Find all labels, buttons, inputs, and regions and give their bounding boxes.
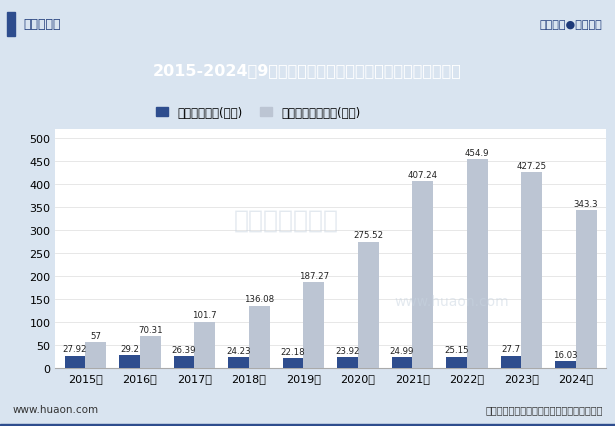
Text: 华经情报网: 华经情报网 — [23, 18, 61, 32]
Text: 427.25: 427.25 — [517, 161, 547, 170]
Bar — [467, 160, 488, 368]
Text: 101.7: 101.7 — [192, 311, 217, 320]
Text: 25.15: 25.15 — [444, 345, 469, 355]
Text: 454.9: 454.9 — [465, 149, 490, 158]
Text: 57: 57 — [90, 331, 101, 340]
Bar — [358, 242, 378, 368]
Bar — [140, 336, 161, 368]
Text: 70.31: 70.31 — [138, 325, 162, 334]
Bar — [228, 357, 249, 368]
Text: 24.99: 24.99 — [390, 346, 414, 355]
Text: www.huaon.com: www.huaon.com — [12, 404, 98, 414]
Bar — [7, 13, 15, 37]
Text: 26.39: 26.39 — [172, 345, 196, 354]
Bar — [173, 357, 194, 368]
Legend: 装饰装修产值(亿元), 在外省完成的产值(亿元): 装饰装修产值(亿元), 在外省完成的产值(亿元) — [151, 102, 365, 124]
Bar — [249, 306, 269, 368]
Text: 数据来源：国家统计局；华经产业研究院整理: 数据来源：国家统计局；华经产业研究院整理 — [485, 404, 603, 414]
Text: 华经产业研究院: 华经产业研究院 — [234, 209, 339, 233]
Bar — [65, 356, 85, 368]
Text: 27.92: 27.92 — [63, 344, 87, 354]
Bar — [337, 357, 358, 368]
Bar — [283, 358, 303, 368]
Text: 24.23: 24.23 — [226, 346, 251, 355]
Bar — [501, 356, 522, 368]
Text: 407.24: 407.24 — [408, 170, 438, 179]
Bar — [412, 181, 433, 368]
Text: 23.92: 23.92 — [335, 346, 360, 355]
Text: 专业严谨●客观科学: 专业严谨●客观科学 — [540, 20, 603, 30]
Text: 22.18: 22.18 — [280, 347, 305, 356]
Bar — [119, 355, 140, 368]
Bar — [303, 282, 324, 368]
Text: 16.03: 16.03 — [553, 350, 577, 359]
Bar — [85, 343, 106, 368]
Text: 343.3: 343.3 — [574, 200, 598, 209]
Bar — [194, 322, 215, 368]
Bar — [392, 357, 412, 368]
Bar — [522, 173, 542, 368]
Text: 275.52: 275.52 — [353, 231, 383, 240]
Bar — [0, 424, 615, 426]
Text: www.huaon.com: www.huaon.com — [394, 295, 509, 309]
Bar — [576, 211, 597, 368]
Text: 27.7: 27.7 — [501, 345, 520, 354]
Bar — [446, 357, 467, 368]
Text: 136.08: 136.08 — [244, 295, 274, 304]
Bar — [555, 361, 576, 368]
Text: 29.2: 29.2 — [120, 344, 139, 353]
Text: 187.27: 187.27 — [299, 271, 329, 280]
Text: 2015-2024年9月内蒙古建筑业装饰装修及在外省完成的产值: 2015-2024年9月内蒙古建筑业装饰装修及在外省完成的产值 — [153, 63, 462, 78]
